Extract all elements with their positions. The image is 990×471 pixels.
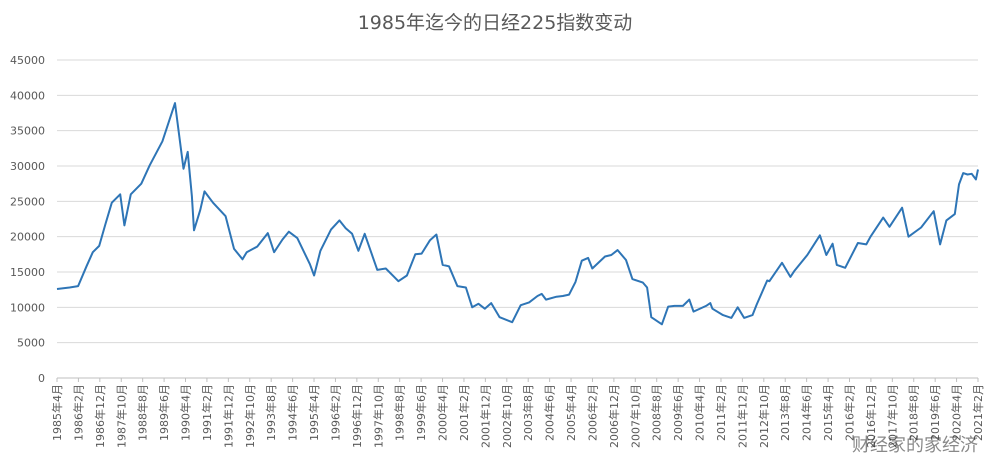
chart-title: 1985年迄今的日经225指数变动	[357, 12, 633, 34]
y-tick-label: 15000	[10, 266, 45, 279]
x-tick-label: 2012年10月	[757, 384, 771, 448]
x-tick-label: 2011年2月	[714, 384, 728, 441]
x-tick-label: 2007年10月	[628, 384, 642, 448]
x-tick-label: 2021年2月	[971, 384, 985, 441]
y-axis-ticks: 0 5000 10000 15000 20000 25000 30000 35000 40000…	[10, 54, 45, 385]
x-tick-label: 2006年2月	[585, 384, 599, 441]
x-tick-label: 2001年12月	[478, 384, 492, 448]
y-tick-label: 10000	[10, 301, 45, 314]
series-layer	[56, 102, 979, 326]
x-tick-label: 1991年2月	[200, 384, 214, 441]
y-tick-label: 25000	[10, 195, 45, 208]
x-tick-label: 2000年4月	[436, 384, 450, 441]
x-tick-label: 2013年8月	[778, 384, 792, 441]
y-tick-label: 40000	[10, 89, 45, 102]
x-tick-label: 1986年2月	[71, 384, 85, 441]
x-tick-label: 1998年8月	[393, 384, 407, 441]
y-tick-label: 5000	[17, 337, 45, 350]
y-tick-label: 0	[38, 372, 45, 385]
x-tick-label: 2001年2月	[457, 384, 471, 441]
watermark: 财经家的家经济	[852, 435, 978, 456]
x-tick-label: 2003年8月	[521, 384, 535, 441]
x-tick-label: 1995年4月	[307, 384, 321, 441]
y-tick-label: 20000	[10, 231, 45, 244]
x-tick-label: 2018年8月	[907, 384, 921, 441]
x-tick-label: 1994年6月	[286, 384, 300, 441]
x-tick-label: 1997年10月	[371, 384, 385, 448]
x-tick-label: 1990年4月	[179, 384, 193, 441]
y-tick-label: 35000	[10, 125, 45, 138]
x-tick-label: 1993年8月	[264, 384, 278, 441]
x-tick-label: 2010年4月	[693, 384, 707, 441]
x-tick-label: 2002年10月	[500, 384, 514, 448]
x-tick-label: 2016年12月	[864, 384, 878, 448]
series-line-nikkei225	[56, 102, 979, 326]
x-tick-label: 1985年4月	[50, 384, 64, 441]
x-tick-label: 1999年6月	[414, 384, 428, 441]
x-tick-label: 2017年10月	[885, 384, 899, 448]
x-tick-label: 2020年4月	[950, 384, 964, 441]
x-tick-label: 1992年10月	[243, 384, 257, 448]
x-tick-label: 1996年2月	[328, 384, 342, 441]
x-tick-label: 2015年4月	[821, 384, 835, 441]
x-axis-ticks: 1985年4月 1986年2月 1986年12月 1987年10月 1988年8月 198…	[50, 378, 985, 448]
x-tick-label: 2005年4月	[564, 384, 578, 441]
x-tick-label: 2008年8月	[650, 384, 664, 441]
x-tick-label: 1996年12月	[350, 384, 364, 448]
x-tick-label: 1991年12月	[221, 384, 235, 448]
x-tick-label: 1986年12月	[93, 384, 107, 448]
x-tick-label: 1988年8月	[136, 384, 150, 441]
x-tick-label: 2014年6月	[800, 384, 814, 441]
x-tick-label: 2011年12月	[735, 384, 749, 448]
x-tick-label: 2006年12月	[607, 384, 621, 448]
y-tick-label: 30000	[10, 160, 45, 173]
x-tick-label: 2019年6月	[928, 384, 942, 441]
x-tick-label: 1987年10月	[114, 384, 128, 448]
x-tick-label: 2004年6月	[543, 384, 557, 441]
x-tick-label: 2016年2月	[842, 384, 856, 441]
gridlines	[57, 59, 978, 379]
y-tick-label: 45000	[10, 54, 45, 67]
x-tick-label: 1989年6月	[157, 384, 171, 441]
x-tick-label: 2009年6月	[671, 384, 685, 441]
